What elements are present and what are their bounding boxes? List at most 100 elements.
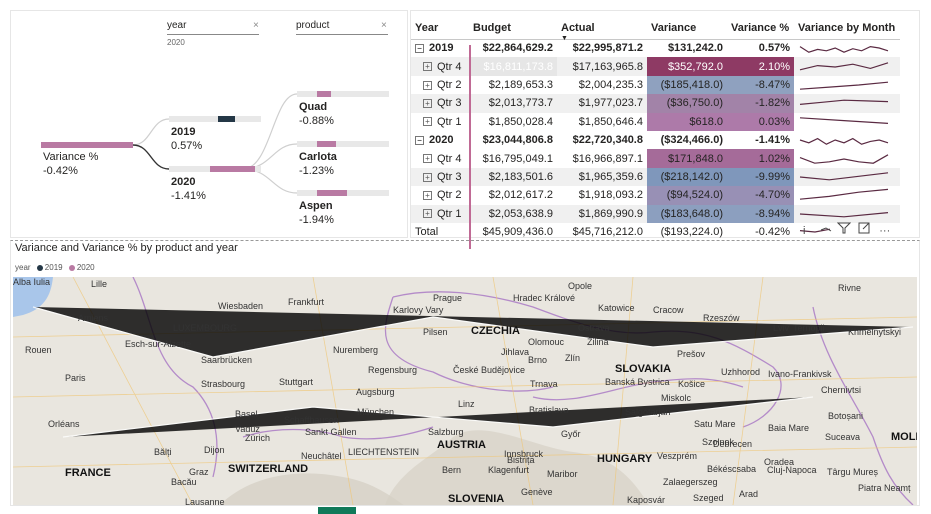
col-header-year[interactable]: Year [411,17,469,40]
row-header[interactable]: + Qtr 4 [411,57,469,75]
matrix-row[interactable]: + Qtr 4 $16,811,173.8 $17,163,965.8 $352,792… [411,57,900,76]
more-options-icon[interactable]: ··· [879,225,891,237]
map-city-label: Botoșani [828,411,864,421]
cell-pct: -1.41% [755,134,790,147]
expand-icon[interactable]: + [423,190,432,200]
col-header-actual[interactable]: Actual ▼ [557,17,647,42]
col-header-variance-pct[interactable]: Variance % [727,17,794,40]
legend-item-2019[interactable]: 2019 [44,263,63,272]
legend-item-2020[interactable]: 2020 [76,263,95,272]
row-header[interactable]: −2019 [411,39,469,57]
map-city-label: Innsbruck [504,449,544,459]
cell-budget: $2,013,773.7 [488,97,553,110]
collapse-icon[interactable]: − [415,44,424,54]
bar-fill [209,166,255,172]
map-city-label: Chernivtsi [821,385,862,395]
row-header[interactable]: Total [411,223,469,241]
focus-mode-icon[interactable] [858,222,876,237]
expand-icon[interactable]: + [423,98,432,108]
cell-pct: -1.82% [727,94,794,113]
expand-icon[interactable]: + [423,172,432,182]
bar-track [297,91,389,97]
map-city-label: Esch-sur-Alzette [125,339,192,349]
map-city-label: Vaduz [235,424,260,434]
info-icon[interactable]: i [803,225,806,237]
map-city-label: Nuremberg [333,345,379,355]
map-city-label: Genève [521,487,553,497]
cell-pct: 1.02% [727,149,794,168]
pin-icon[interactable] [820,224,834,237]
collapse-icon[interactable]: − [415,135,424,145]
legend-dot [36,264,43,271]
map-city-label: Olomouc [528,337,565,347]
row-header[interactable]: + Qtr 1 [411,113,469,131]
node-name: 2020 [171,176,196,188]
map-country-label: FRANCE [65,467,111,479]
map-city-label: LUXEMBOURG [173,323,238,333]
cell-actual: $45,716,212.0 [572,226,643,239]
row-label: Qtr 1 [437,207,462,220]
cell-pct: -9.99% [727,167,794,187]
cell-budget: $45,909,436.0 [482,226,553,239]
row-header[interactable]: + Qtr 1 [411,205,469,223]
bar-fill [317,141,336,147]
row-header-divider [469,45,471,249]
page-tab[interactable] [318,507,356,514]
matrix-row[interactable]: −2020 $23,044,806.8 $22,720,340.8 ($324,466… [411,131,900,149]
expand-icon[interactable]: + [423,80,432,90]
map-city-label: Bălți [154,447,172,457]
cell-variance: $131,242.0 [667,42,723,55]
row-header[interactable]: + Qtr 2 [411,76,469,94]
map-city-label: Bistrița [507,455,535,465]
row-label: Qtr 3 [437,97,462,110]
map-city-label: Rivne [838,283,862,293]
expand-icon[interactable]: + [423,62,432,72]
map-city-label: Ternopil [793,323,825,333]
map-city-label: Békéscsaba [707,464,757,474]
col-header-budget[interactable]: Budget [469,17,557,40]
node-value: -1.41% [171,190,206,202]
cell-actual: $1,850,646.4 [578,115,643,128]
matrix-row[interactable]: + Qtr 1 $1,850,028.4 $1,850,646.4 $618.0 0.03… [411,112,900,131]
cell-actual: $1,977,023.7 [578,97,643,110]
matrix-row[interactable]: Total $45,909,436.0 $45,716,212.0 ($193,224… [411,223,900,241]
col-header-variance[interactable]: Variance [647,17,727,40]
cell-budget: $2,183,501.6 [488,170,553,183]
map-city-label: Jihlava [501,347,530,357]
matrix-row[interactable]: + Qtr 3 $2,183,501.6 $1,965,359.6 ($218,142.… [411,167,900,187]
sparkline-cell [794,57,900,75]
expand-icon[interactable]: + [423,154,432,164]
expand-icon[interactable]: + [423,117,432,127]
map-country-label: AUSTRIA [437,439,486,451]
matrix-row[interactable]: + Qtr 3 $2,013,773.7 $1,977,023.7 ($36,750.0… [411,94,900,113]
expand-icon[interactable]: + [423,209,432,219]
matrix-row[interactable]: + Qtr 2 $2,012,617.2 $1,918,093.2 ($94,524.0… [411,186,900,205]
col-header-variance-by-month[interactable]: Variance by Month [794,17,900,40]
close-icon[interactable]: × [381,20,387,31]
row-label: Qtr 2 [437,78,462,91]
variance-matrix[interactable]: Year Budget Actual ▼ Variance Variance %… [410,10,920,249]
decomposition-tree[interactable]: year × 2020 product × Variance % -0.42% … [10,10,408,238]
row-header[interactable]: + Qtr 4 [411,149,469,167]
map-city-label: Žilina [587,337,609,347]
matrix-row[interactable]: + Qtr 1 $2,053,638.9 $1,869,990.9 ($183,648.… [411,204,900,223]
row-header[interactable]: −2020 [411,131,469,149]
legend-title: year [15,263,31,272]
matrix-row[interactable]: −2019 $22,864,629.2 $22,995,871.2 $131,242.… [411,39,900,57]
sparkline-path [799,46,889,54]
filter-icon[interactable] [836,222,855,237]
close-icon[interactable]: × [253,20,259,31]
row-header[interactable]: + Qtr 3 [411,168,469,186]
map-city-label: Lviv [773,323,790,333]
map-city-label: Saarbrücken [201,355,253,365]
matrix-row[interactable]: + Qtr 2 $2,189,653.3 $2,004,235.3 ($185,418.… [411,75,900,95]
map-visual[interactable]: Variance and Variance % by product and y… [10,240,920,506]
map-canvas[interactable]: Lille Wiesbaden Frankfurt Prague Hradec Král… [13,277,917,505]
legend-dot [68,264,75,271]
row-header[interactable]: + Qtr 2 [411,186,469,204]
sparkline-cell [794,131,900,149]
bar-fill [218,116,236,122]
row-header[interactable]: + Qtr 3 [411,94,469,112]
matrix-row[interactable]: + Qtr 4 $16,795,049.1 $16,966,897.1 $171,848… [411,149,900,168]
row-label: 2020 [429,134,454,147]
